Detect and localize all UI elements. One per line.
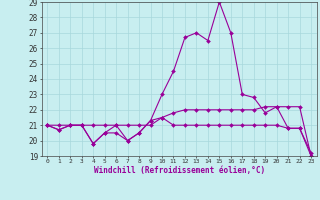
X-axis label: Windchill (Refroidissement éolien,°C): Windchill (Refroidissement éolien,°C) [94,166,265,175]
